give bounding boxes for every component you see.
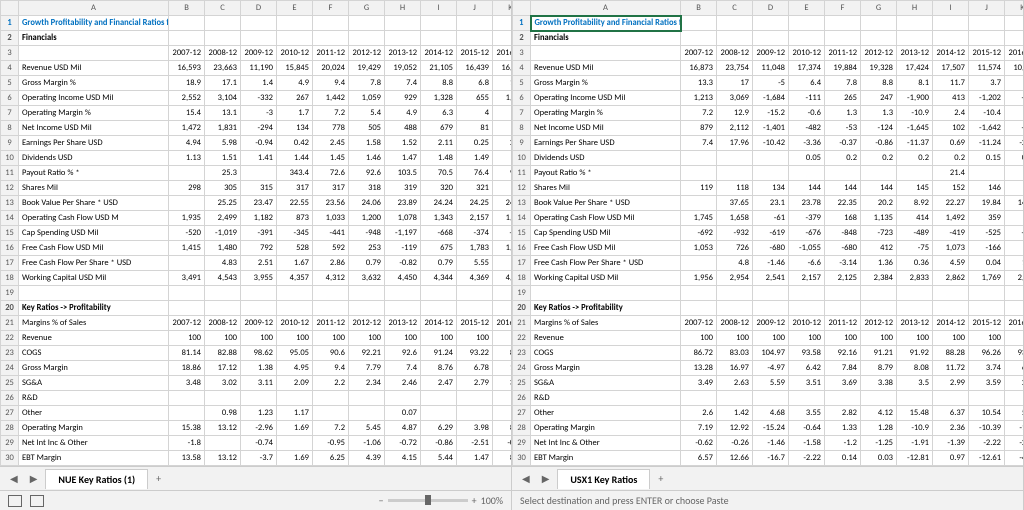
add-sheet-icon[interactable]: + bbox=[148, 472, 169, 485]
right-table[interactable]: ABCDEFGHIJKL1Growth Profitability and Fi… bbox=[512, 0, 1023, 466]
tab-prev-icon[interactable]: ◀ bbox=[4, 472, 24, 485]
right-tabs: ◀ ▶ USX1 Key Ratios + bbox=[512, 466, 1023, 490]
status-message: Select destination and press ENTER or ch… bbox=[520, 494, 729, 507]
right-status-bar: Select destination and press ENTER or ch… bbox=[512, 490, 1023, 510]
zoom-control[interactable]: − + 100% bbox=[379, 494, 503, 507]
left-grid[interactable]: ABCDEFGHIJK1Growth Profitability and Fin… bbox=[0, 0, 511, 466]
add-sheet-icon[interactable]: + bbox=[650, 472, 671, 485]
left-sheet-tab[interactable]: NUE Key Ratios (1) bbox=[45, 469, 148, 489]
right-spreadsheet: ABCDEFGHIJKL1Growth Profitability and Fi… bbox=[512, 0, 1024, 510]
left-tabs: ◀ ▶ NUE Key Ratios (1) + bbox=[0, 466, 511, 490]
zoom-plus-icon[interactable]: + bbox=[472, 494, 477, 507]
left-spreadsheet: ABCDEFGHIJK1Growth Profitability and Fin… bbox=[0, 0, 512, 510]
title-cell[interactable]: Growth Profitability and Financial Ratio… bbox=[19, 16, 169, 31]
view-layout-icon[interactable] bbox=[30, 495, 44, 507]
right-sheet-tab[interactable]: USX1 Key Ratios bbox=[557, 469, 650, 489]
tab-next-icon[interactable]: ▶ bbox=[536, 472, 556, 485]
zoom-value: 100% bbox=[481, 494, 503, 507]
title-cell[interactable]: Growth Profitability and Financial Ratio… bbox=[531, 16, 681, 31]
zoom-slider[interactable] bbox=[388, 499, 468, 502]
left-table[interactable]: ABCDEFGHIJK1Growth Profitability and Fin… bbox=[0, 0, 511, 466]
view-normal-icon[interactable] bbox=[8, 495, 22, 507]
left-status-bar: − + 100% bbox=[0, 490, 511, 510]
right-grid[interactable]: ABCDEFGHIJKL1Growth Profitability and Fi… bbox=[512, 0, 1023, 466]
tab-next-icon[interactable]: ▶ bbox=[24, 472, 44, 485]
zoom-minus-icon[interactable]: − bbox=[379, 494, 384, 507]
tab-prev-icon[interactable]: ◀ bbox=[516, 472, 536, 485]
